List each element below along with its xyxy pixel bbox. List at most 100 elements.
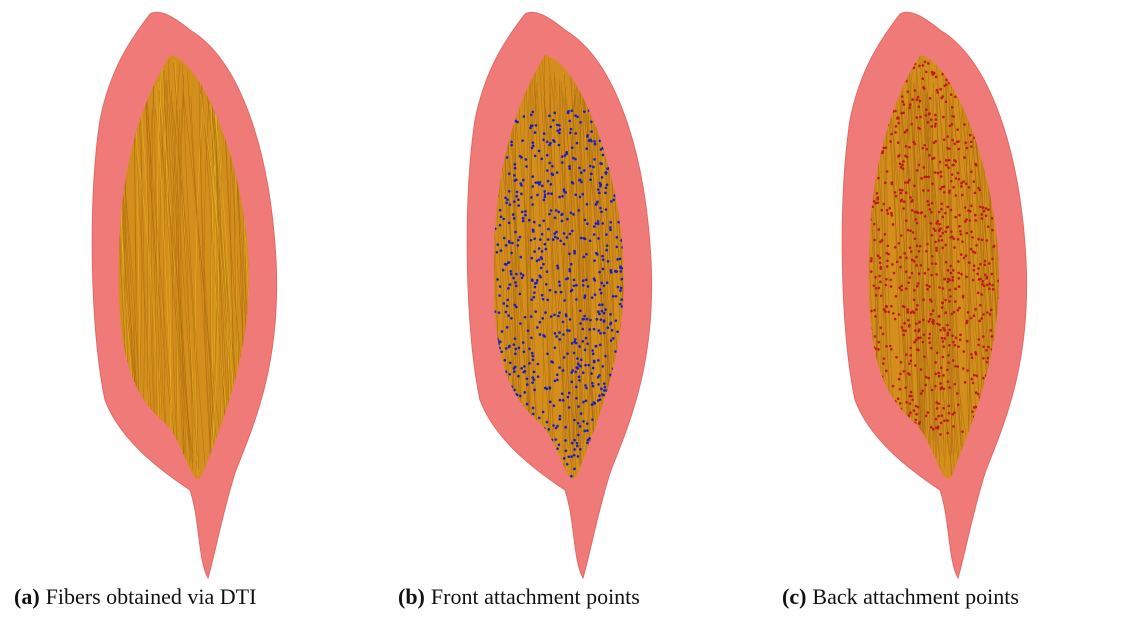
attachment-point <box>516 244 519 247</box>
attachment-point <box>505 244 508 247</box>
caption: (a)Fibers obtained via DTI <box>14 584 256 610</box>
attachment-point <box>524 316 527 319</box>
attachment-point <box>598 329 601 332</box>
attachment-point <box>908 179 911 182</box>
attachment-point <box>945 226 948 229</box>
attachment-point <box>552 424 555 427</box>
attachment-point <box>544 311 547 314</box>
attachment-point <box>974 351 977 354</box>
attachment-point <box>941 216 944 219</box>
attachment-point <box>519 395 522 398</box>
attachment-point <box>561 195 564 198</box>
attachment-point <box>607 501 610 504</box>
attachment-point <box>908 106 911 109</box>
attachment-point <box>610 485 613 488</box>
attachment-point <box>921 147 924 150</box>
attachment-point <box>957 309 960 312</box>
attachment-point <box>564 439 567 442</box>
attachment-point <box>971 236 974 239</box>
attachment-point <box>506 494 509 497</box>
attachment-point <box>520 487 523 490</box>
attachment-point <box>542 298 545 301</box>
attachment-point <box>982 206 985 209</box>
attachment-point <box>970 145 973 148</box>
attachment-point <box>965 182 968 185</box>
attachment-point <box>915 339 918 342</box>
attachment-point <box>609 229 612 232</box>
attachment-point <box>883 308 886 311</box>
attachment-point <box>564 426 567 429</box>
attachment-point <box>514 167 517 170</box>
attachment-point <box>913 260 916 263</box>
attachment-point <box>993 85 996 88</box>
attachment-point <box>506 326 509 329</box>
attachment-point <box>523 115 526 118</box>
attachment-point <box>554 438 557 441</box>
attachment-point <box>619 289 622 292</box>
attachment-point <box>571 230 574 233</box>
attachment-point <box>894 131 897 134</box>
attachment-point <box>934 123 937 126</box>
attachment-point <box>507 287 510 290</box>
attachment-point <box>561 161 564 164</box>
attachment-point <box>587 364 590 367</box>
attachment-point <box>948 192 951 195</box>
attachment-point <box>935 76 938 79</box>
page: {"figures": [ {"label": "(a)", "caption"… <box>0 0 1130 623</box>
caption-label: (b) <box>398 584 425 609</box>
attachment-point <box>537 363 540 366</box>
attachment-point <box>537 375 540 378</box>
attachment-point <box>554 291 557 294</box>
attachment-point <box>946 419 949 422</box>
attachment-point <box>509 283 512 286</box>
attachment-point <box>922 299 925 302</box>
attachment-point <box>950 93 953 96</box>
attachment-point <box>583 315 586 318</box>
attachment-point <box>561 220 564 223</box>
attachment-point <box>556 129 559 132</box>
attachment-point <box>932 428 935 431</box>
attachment-point <box>986 361 989 364</box>
attachment-point <box>980 293 983 296</box>
attachment-point <box>928 154 931 157</box>
attachment-point <box>931 157 934 160</box>
attachment-point <box>552 514 555 517</box>
attachment-point <box>982 357 985 360</box>
attachment-point <box>894 318 897 321</box>
attachment-point <box>582 340 585 343</box>
attachment-point <box>969 134 972 137</box>
attachment-point <box>942 340 945 343</box>
attachment-point <box>508 373 511 376</box>
attachment-point <box>510 144 513 147</box>
attachment-point <box>980 213 983 216</box>
attachment-point <box>556 447 559 450</box>
attachment-point <box>622 457 625 460</box>
attachment-point <box>923 333 926 336</box>
attachment-point <box>981 280 984 283</box>
attachment-point <box>505 347 508 350</box>
attachment-point <box>922 189 925 192</box>
attachment-point <box>507 314 510 317</box>
attachment-point <box>937 372 940 375</box>
attachment-point <box>898 242 901 245</box>
attachment-point <box>610 271 613 274</box>
attachment-point <box>573 454 576 457</box>
attachment-point <box>593 259 596 262</box>
attachment-point <box>934 361 937 364</box>
attachment-point <box>556 425 559 428</box>
attachment-point <box>903 200 906 203</box>
attachment-point <box>524 214 527 217</box>
attachment-point <box>897 397 900 400</box>
attachment-point <box>616 236 619 239</box>
attachment-point <box>962 180 965 183</box>
attachment-point <box>939 88 942 91</box>
attachment-point <box>965 254 968 257</box>
attachment-point <box>950 209 953 212</box>
attachment-point <box>909 411 912 414</box>
attachment-point <box>930 313 933 316</box>
attachment-point <box>515 178 518 181</box>
attachment-point <box>889 279 892 282</box>
attachment-point <box>597 310 600 313</box>
attachment-point <box>584 349 587 352</box>
attachment-point <box>934 125 937 128</box>
